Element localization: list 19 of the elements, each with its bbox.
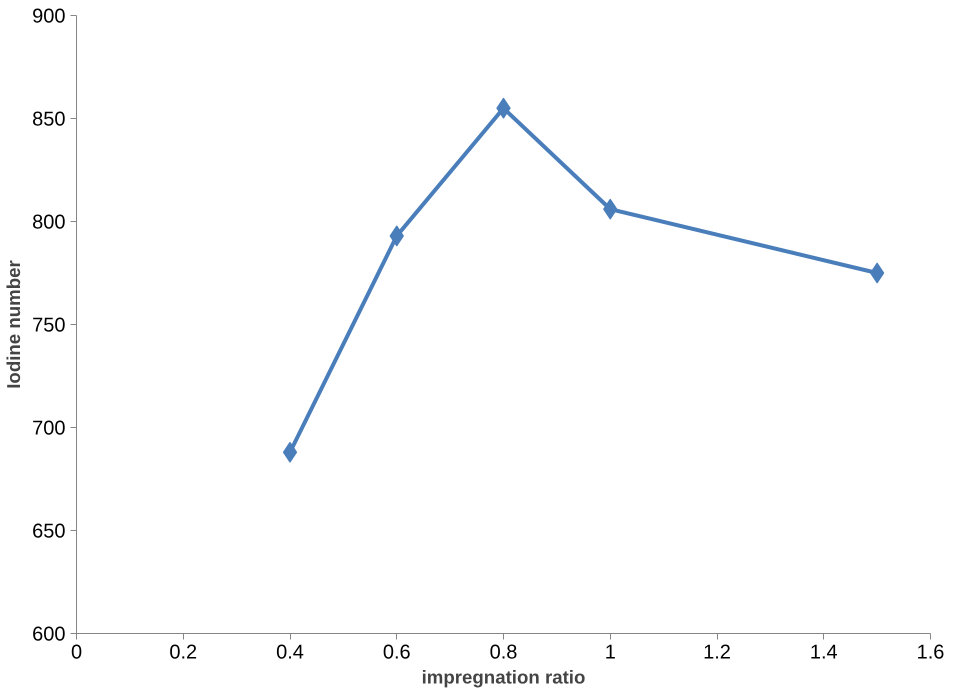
x-axis-title: impregnation ratio xyxy=(422,666,586,688)
y-tick-label: 850 xyxy=(32,108,66,130)
x-tick-label: 1.4 xyxy=(810,642,838,664)
x-tick-label: 0.4 xyxy=(276,642,304,664)
x-tick-label: 1 xyxy=(604,642,616,664)
y-axis-title: Iodine number xyxy=(3,260,24,389)
y-tick-label: 700 xyxy=(32,418,66,440)
y-tick-label: 600 xyxy=(32,624,66,646)
x-tick-label: 0.6 xyxy=(382,642,411,664)
point xyxy=(870,262,884,284)
y-tick-label: 650 xyxy=(32,520,66,542)
x-tick-label: 1.6 xyxy=(916,642,944,664)
y-tick-label: 900 xyxy=(32,6,66,28)
x-tick-label: 0 xyxy=(70,642,82,664)
y-tick-label: 750 xyxy=(32,314,66,336)
x-tick-label: 1.2 xyxy=(703,642,731,664)
x-tick-label: 0.8 xyxy=(490,642,518,664)
y-tick-label: 800 xyxy=(32,212,66,234)
x-tick-label: 0.2 xyxy=(169,642,198,664)
